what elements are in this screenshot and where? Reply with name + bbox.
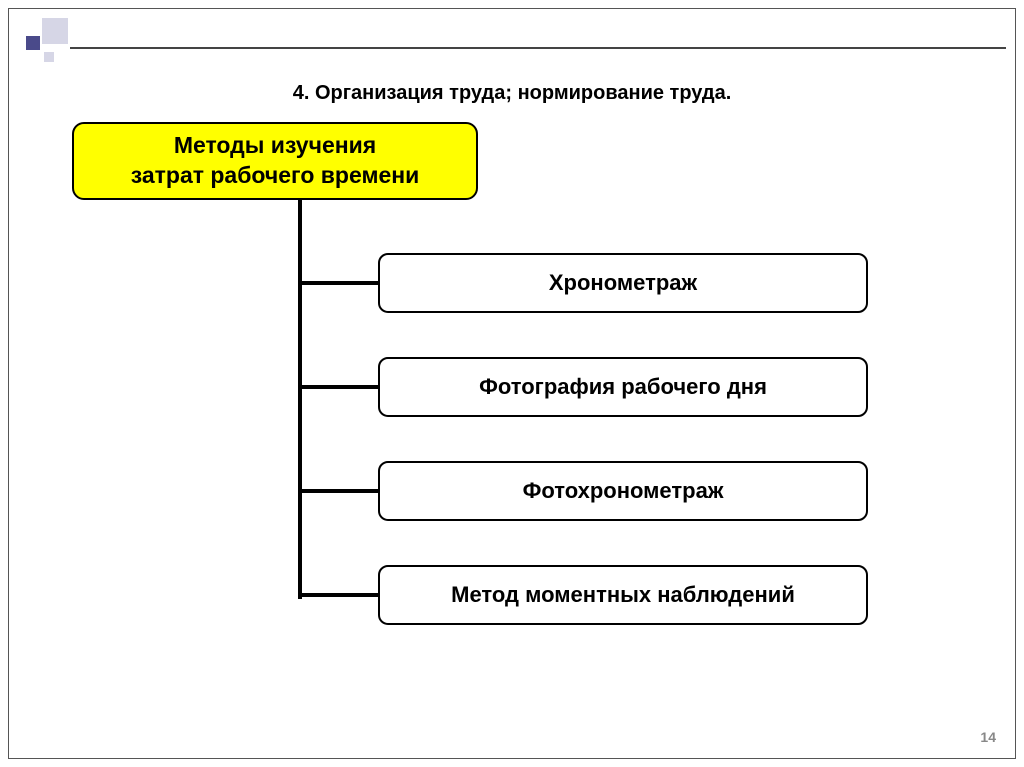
tree-branch xyxy=(298,385,378,389)
tree-child-label: Фотография рабочего дня xyxy=(479,374,767,400)
tree-branch xyxy=(298,281,378,285)
corner-decoration xyxy=(18,18,70,70)
page-number: 14 xyxy=(980,729,996,745)
tree-branch xyxy=(298,593,378,597)
slide-title: 4. Организация труда; нормирование труда… xyxy=(0,82,1024,105)
tree-child-node: Метод моментных наблюдений xyxy=(378,565,868,625)
root-line2: затрат рабочего времени xyxy=(74,161,476,191)
tree-child-label: Фотохронометраж xyxy=(523,478,724,504)
tree-child-node: Фотохронометраж xyxy=(378,461,868,521)
tree-child-label: Метод моментных наблюдений xyxy=(451,582,795,608)
tree-child-label: Хронометраж xyxy=(549,270,697,296)
tree-child-node: Фотография рабочего дня xyxy=(378,357,868,417)
tree-branch xyxy=(298,489,378,493)
header-rule xyxy=(70,47,1006,49)
tree-child-node: Хронометраж xyxy=(378,253,868,313)
tree-trunk xyxy=(298,200,302,599)
root-line1: Методы изучения xyxy=(74,131,476,161)
root-node: Методы изучения затрат рабочего времени xyxy=(72,122,478,200)
